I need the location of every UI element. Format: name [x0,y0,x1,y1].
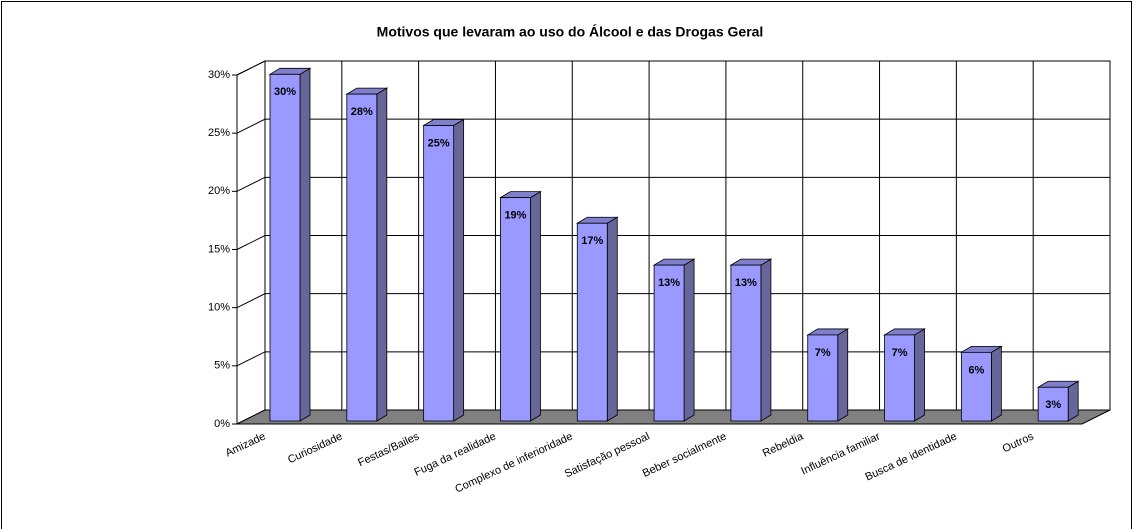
value-label: 30% [274,86,296,98]
y-tick-label: 25% [208,127,230,139]
bar [807,334,839,422]
value-label: 19% [504,210,526,222]
grid-line [236,60,1110,76]
y-tick-label: 0% [214,418,230,430]
bar-side [453,118,465,422]
bar-side [606,216,618,422]
chart-title: Motivos que levaram ao uso do Álcool e d… [377,24,764,40]
y-tick-label: 20% [208,185,230,197]
value-label: 28% [351,106,373,118]
value-label: 7% [892,347,908,359]
bar [269,73,301,422]
bar-side [376,87,388,422]
grid-line [236,293,1110,309]
y-tick-label: 5% [214,360,230,372]
grid-line [236,235,1110,250]
bar [423,125,455,422]
bar-side [299,67,311,422]
bar [960,351,992,422]
bar [653,264,685,422]
y-tick-label: 30% [208,69,230,81]
value-label: 13% [735,277,757,289]
value-label: 6% [968,364,984,376]
bar-side [990,345,1002,422]
bar [884,334,915,422]
bar-side [1067,380,1079,422]
grid-line [236,176,1110,192]
value-label: 13% [658,277,680,289]
bar-side [760,258,772,422]
y-tick-label: 10% [208,302,230,314]
value-label: 25% [428,137,450,149]
grid-line [236,118,1110,134]
y-tick-label: 15% [208,243,230,255]
value-label: 17% [581,235,603,247]
value-label: 7% [815,347,831,359]
bar [346,93,378,422]
bar-side [683,258,695,422]
bar-side [530,190,541,422]
value-label: 3% [1045,399,1061,411]
bar [576,222,608,422]
bar [500,197,531,422]
bar-side [837,328,849,422]
bar [730,264,762,422]
bar-side [914,328,925,422]
bar [1037,386,1069,422]
